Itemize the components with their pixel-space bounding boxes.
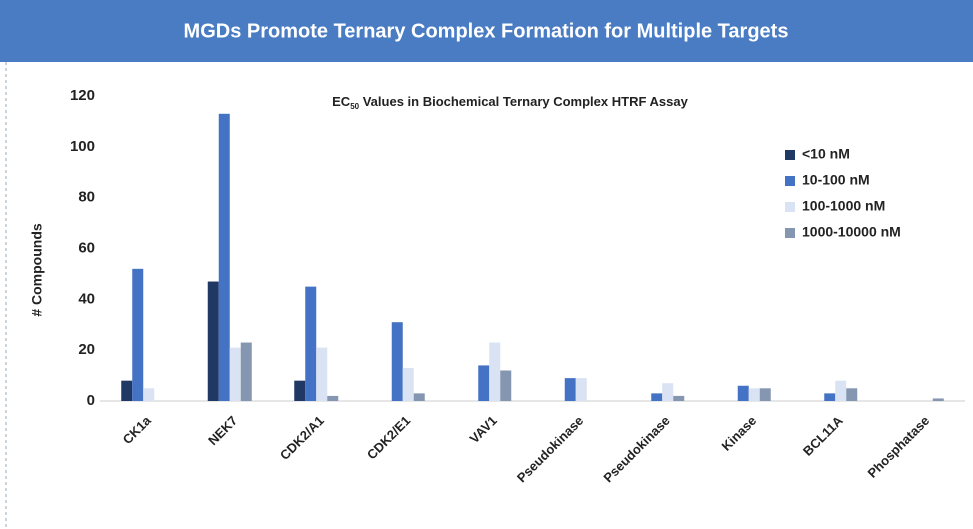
bar: [673, 395, 685, 401]
y-axis-label: # Compounds: [29, 223, 45, 317]
bar: [575, 378, 587, 401]
bar: [662, 383, 674, 401]
bar: [218, 113, 230, 402]
x-tick-label: VAV1: [467, 413, 500, 446]
x-tick-label: Kinase: [719, 413, 760, 454]
bar: [327, 395, 339, 401]
bar: [402, 367, 414, 401]
x-tick-label: Pseudokinase: [600, 413, 672, 485]
legend-swatch: [785, 202, 795, 212]
x-tick-label: CK1a: [120, 412, 155, 447]
bar: [500, 370, 512, 401]
bar: [846, 388, 858, 401]
bar: [651, 393, 663, 401]
bar: [305, 286, 317, 401]
bar: [759, 388, 771, 401]
header-title: MGDs Promote Ternary Complex Formation f…: [184, 20, 789, 42]
y-tick-label: 20: [78, 341, 95, 358]
bar: [121, 380, 133, 401]
title-part: EC: [332, 94, 351, 109]
x-tick-label: Phosphatase: [864, 413, 932, 481]
bar: [932, 398, 944, 401]
bar: [207, 281, 219, 401]
bar: [835, 380, 847, 401]
legend-label: 10-100 nM: [802, 172, 870, 188]
y-tick-label: 60: [78, 239, 95, 256]
chart-title: EC50 Values in Biochemical Ternary Compl…: [332, 94, 688, 111]
y-tick-label: 100: [70, 138, 95, 155]
bar: [748, 388, 760, 401]
bar: [294, 380, 306, 401]
bar: [143, 388, 155, 401]
bar: [132, 268, 144, 401]
bar: [824, 393, 836, 401]
bar: [391, 322, 403, 401]
bar: [737, 385, 749, 401]
legend-swatch: [785, 150, 795, 160]
y-tick-label: 40: [78, 290, 95, 307]
legend-label: 100-1000 nM: [802, 198, 885, 214]
header-bar: [0, 0, 973, 62]
x-tick-label: BCL11A: [800, 413, 846, 459]
x-tick-label: NEK7: [205, 413, 240, 448]
title-subscript: 50: [350, 102, 359, 111]
x-tick-label: CDK2/A1: [277, 413, 327, 463]
legend-swatch: [785, 228, 795, 238]
bar: [229, 347, 241, 401]
bar: [316, 347, 328, 401]
legend-label: 1000-10000 nM: [802, 224, 901, 240]
y-tick-label: 0: [87, 392, 95, 409]
bar: [413, 393, 425, 401]
bar: [564, 378, 576, 401]
y-tick-label: 80: [78, 189, 95, 206]
x-tick-label: CDK2/E1: [364, 413, 413, 462]
bar: [489, 342, 501, 401]
legend-label: <10 nM: [802, 146, 850, 162]
bar: [478, 365, 490, 401]
x-tick-label: Pseudokinase: [514, 413, 586, 485]
y-tick-label: 120: [70, 87, 95, 104]
legend-swatch: [785, 176, 795, 186]
title-part: Values in Biochemical Ternary Complex HT…: [359, 94, 688, 109]
bar: [240, 342, 252, 401]
